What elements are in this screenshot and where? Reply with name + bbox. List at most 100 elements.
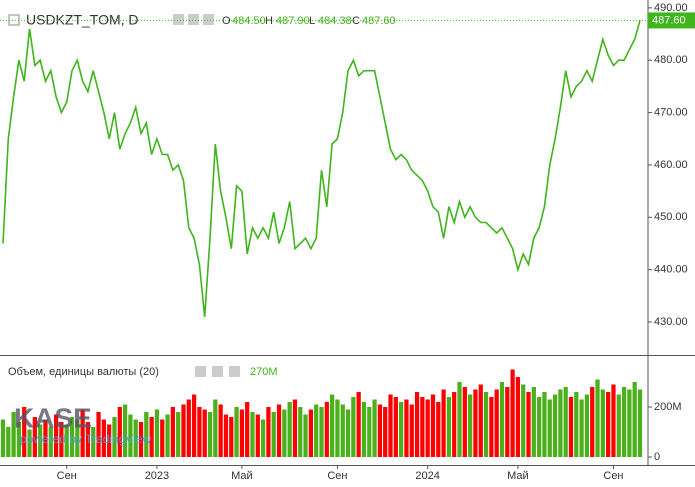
x-tick-label: Сен bbox=[603, 470, 623, 482]
y-tick-label: 460.00 bbox=[654, 159, 688, 171]
volume-bar bbox=[356, 392, 361, 457]
volume-bar bbox=[122, 404, 128, 457]
y-tick-label: 430.00 bbox=[654, 316, 688, 328]
volume-bar bbox=[32, 417, 37, 457]
volume-bar bbox=[133, 419, 138, 457]
volume-bar bbox=[38, 424, 43, 457]
volume-bar bbox=[478, 384, 483, 457]
volume-bar bbox=[96, 412, 101, 457]
volume-bar bbox=[27, 429, 32, 457]
volume-bar bbox=[383, 407, 388, 457]
y-tick-label: 440.00 bbox=[654, 264, 688, 276]
last-price-box bbox=[648, 12, 695, 29]
y-tick-label: 480.00 bbox=[654, 54, 688, 66]
l-value: 484.38 bbox=[318, 15, 352, 27]
volume-bar bbox=[531, 387, 536, 457]
watermark-sub: powered by TradingView bbox=[20, 432, 152, 446]
c-label: C bbox=[352, 15, 360, 27]
volume-bar bbox=[399, 402, 404, 457]
volume-bar bbox=[430, 394, 436, 457]
volume-bar bbox=[542, 392, 547, 457]
volume-bar bbox=[425, 399, 430, 457]
volume-bar bbox=[409, 404, 414, 457]
volume-bar bbox=[446, 397, 452, 457]
volume-bar bbox=[457, 382, 462, 457]
symbol: USDKZT_TOM, D bbox=[26, 12, 139, 28]
y-tick-label: 470.00 bbox=[654, 106, 688, 118]
volume-bar bbox=[165, 414, 170, 457]
x-tick-label: Май bbox=[507, 470, 529, 482]
volume-bar bbox=[558, 389, 563, 457]
volume-bar bbox=[510, 369, 515, 457]
volume-bar bbox=[43, 419, 48, 457]
h-label: H bbox=[265, 15, 273, 27]
volume-bar bbox=[229, 417, 234, 457]
volume-bar bbox=[637, 389, 643, 457]
volume-bar bbox=[170, 407, 175, 457]
volume-bar bbox=[627, 389, 632, 457]
volume-bar bbox=[64, 424, 69, 457]
volume-bar bbox=[202, 409, 207, 457]
x-tick-label: Сен bbox=[57, 470, 77, 482]
volume-bar bbox=[197, 407, 202, 457]
volume-bar bbox=[468, 394, 473, 457]
volume-bar bbox=[271, 412, 276, 457]
volume-bar bbox=[154, 409, 160, 457]
last-price-label: 487.60 bbox=[652, 14, 686, 26]
volume-bar bbox=[234, 407, 239, 457]
volume-bar bbox=[6, 427, 11, 457]
volume-bar bbox=[584, 394, 590, 457]
volume-bar bbox=[505, 387, 510, 457]
volume-bar bbox=[616, 394, 621, 457]
volume-title: Объем, единицы валюты (20) bbox=[8, 366, 159, 378]
volume-bar bbox=[393, 397, 398, 457]
volume-bar bbox=[282, 409, 287, 457]
volume-bars bbox=[0, 369, 643, 457]
volume-bar bbox=[250, 412, 255, 457]
volume-bar bbox=[292, 399, 298, 457]
volume-bar bbox=[128, 414, 133, 457]
volume-bar bbox=[91, 427, 96, 457]
volume-bar bbox=[515, 377, 521, 457]
volume-bar bbox=[0, 419, 6, 457]
volume-bar bbox=[340, 404, 345, 457]
volume-bar bbox=[404, 399, 409, 457]
volume-bar bbox=[414, 392, 420, 457]
watermark: KASE bbox=[14, 402, 92, 433]
volume-bar bbox=[441, 389, 446, 457]
volume-bar bbox=[308, 409, 314, 457]
volume-bar bbox=[372, 399, 377, 457]
volume-bar bbox=[537, 397, 542, 457]
volume-bar bbox=[176, 412, 181, 457]
volume-bar bbox=[117, 407, 122, 457]
volume-bar bbox=[48, 427, 53, 457]
x-tick-label: Сен bbox=[327, 470, 347, 482]
volume-bar bbox=[80, 409, 85, 457]
volume-bar bbox=[462, 387, 467, 457]
volume-bar bbox=[345, 409, 351, 457]
volume-bar bbox=[590, 387, 595, 457]
volume-bar bbox=[191, 394, 197, 457]
volume-bar bbox=[324, 402, 329, 457]
volume-bar bbox=[351, 397, 356, 457]
o-value: 484.50 bbox=[232, 15, 266, 27]
volume-bar bbox=[377, 404, 383, 457]
volume-bar bbox=[595, 379, 600, 457]
y-tick-label: 490.00 bbox=[654, 2, 688, 14]
volume-bar bbox=[138, 422, 144, 457]
volume-bar bbox=[69, 417, 75, 457]
volume-bar bbox=[335, 399, 340, 457]
volume-bar bbox=[207, 412, 213, 457]
volume-bar bbox=[149, 417, 154, 457]
volume-bar bbox=[112, 417, 117, 457]
volume-bar bbox=[53, 414, 59, 457]
y-tick-label: 450.00 bbox=[654, 211, 688, 223]
volume-bar bbox=[160, 419, 165, 457]
volume-last: 270M bbox=[250, 366, 278, 378]
volume-bar bbox=[85, 422, 91, 457]
volume-bar bbox=[600, 389, 605, 457]
volume-bar bbox=[144, 412, 149, 457]
volume-bar bbox=[298, 407, 303, 457]
